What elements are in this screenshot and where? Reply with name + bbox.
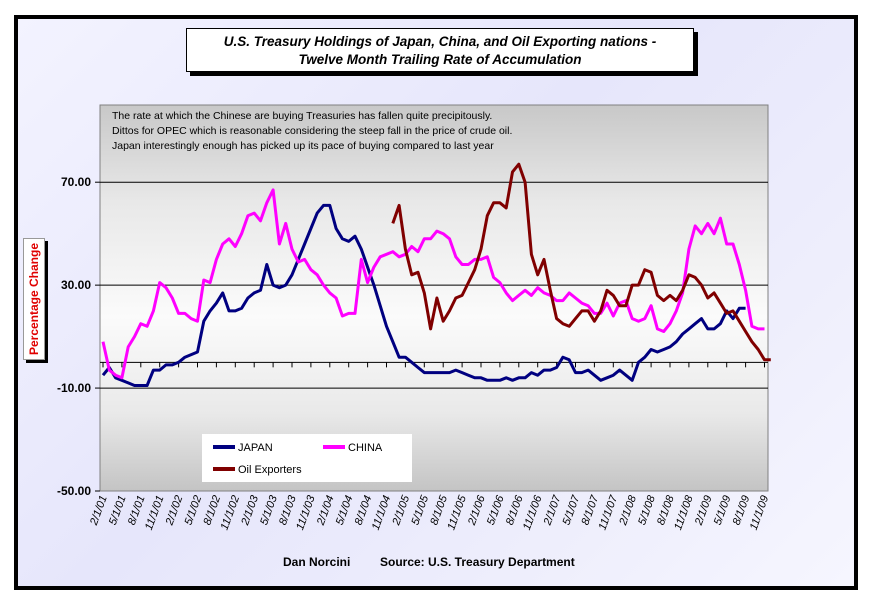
y-tick-label: 70.00 — [61, 175, 91, 189]
series-line-china — [101, 188, 765, 380]
y-tick-label: -10.00 — [57, 381, 91, 395]
series-line-japan — [101, 203, 746, 387]
series-line-oil-exporters — [391, 162, 771, 362]
y-axis-label-box: Percentage Change — [23, 238, 45, 360]
author-credit: Dan Norcini — [283, 555, 351, 569]
legend: JAPAN CHINA Oil Exporters — [202, 434, 412, 482]
legend-label: JAPAN — [238, 442, 273, 454]
legend-box — [202, 434, 412, 482]
chart-subtitle: Twelve Month Trailing Rate of Accumulati… — [298, 52, 582, 67]
annotation-line: The rate at which the Chinese are buying… — [112, 110, 492, 122]
y-tick-label: 30.00 — [61, 278, 91, 292]
y-axis: 70.00 30.00 -10.00 -50.00 — [57, 175, 100, 498]
gridlines — [100, 181, 768, 389]
legend-label: CHINA — [348, 442, 383, 454]
legend-label: Oil Exporters — [238, 464, 302, 476]
source-credit: Source: U.S. Treasury Department — [380, 555, 575, 569]
annotation-line: Japan interestingly enough has picked up… — [112, 140, 494, 152]
chart-title: U.S. Treasury Holdings of Japan, China, … — [223, 34, 657, 49]
plot-area — [99, 104, 769, 492]
annotation-line: Dittos for OPEC which is reasonable cons… — [112, 125, 512, 137]
annotation: The rate at which the Chinese are buying… — [112, 110, 512, 152]
chart-title-box: U.S. Treasury Holdings of Japan, China, … — [186, 28, 694, 72]
y-tick-label: -50.00 — [57, 484, 91, 498]
series-lines — [101, 162, 771, 387]
